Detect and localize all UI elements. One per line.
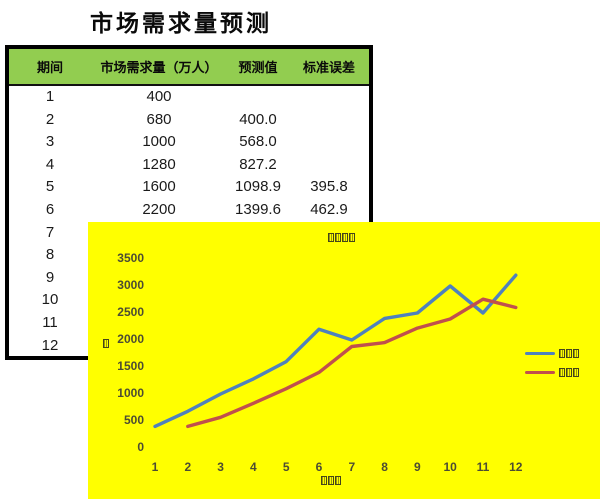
column-header: 预测值 — [238, 60, 278, 75]
x-axis-tick-label: 9 — [414, 460, 421, 474]
y-axis-tick-label: 2000 — [117, 332, 144, 346]
y-axis-tick-label: 1500 — [117, 359, 144, 373]
table-cell[interactable]: 11 — [42, 313, 58, 331]
table-cell[interactable]: 7 — [45, 223, 55, 241]
x-axis-tick-label: 8 — [381, 460, 388, 474]
page-title: 市场需求量预测 — [90, 10, 272, 36]
table-cell[interactable]: 12 — [41, 336, 59, 354]
missing-glyph-box — [566, 349, 572, 358]
table-cell[interactable] — [289, 131, 369, 154]
table-cell[interactable]: 1000 — [142, 133, 176, 151]
forecast-chart[interactable]: 0 500 1000 1500 2000 2500 3000 3500 1 2 3 4 5 6 7 8 9 10 1… — [88, 222, 600, 499]
column-header: 标准误差 — [302, 60, 355, 75]
table-cell[interactable]: 1 — [45, 88, 55, 105]
missing-glyph-box — [573, 349, 579, 358]
missing-glyph-box — [328, 476, 334, 485]
missing-glyph-box — [335, 233, 341, 242]
missing-glyph-box — [321, 476, 327, 485]
table-cell[interactable]: 1600 — [142, 178, 176, 196]
table-cell[interactable]: 1399.6 — [235, 200, 281, 218]
table-cell[interactable]: 462.9 — [310, 200, 348, 218]
table-cell[interactable] — [227, 86, 289, 109]
legend-item[interactable] — [525, 349, 580, 358]
table-row: 8 — [9, 244, 369, 267]
table-row: 10 — [9, 289, 369, 312]
x-axis-tick-label: 11 — [476, 460, 490, 474]
chart-title — [328, 233, 356, 242]
series-line[interactable] — [186, 297, 518, 429]
table-cell[interactable]: 568.0 — [239, 133, 277, 151]
y-axis-title — [103, 339, 110, 348]
table-cell[interactable]: 400 — [146, 88, 172, 105]
table-cell[interactable]: 9 — [45, 268, 55, 286]
table-cell[interactable] — [289, 86, 369, 109]
table-row: 1 400 — [9, 86, 369, 109]
column-header: 期间 — [36, 60, 63, 75]
table-cell[interactable]: 2 — [45, 110, 55, 128]
legend-item[interactable] — [525, 368, 580, 377]
y-axis-tick-label: 0 — [137, 440, 144, 454]
x-axis-title — [321, 476, 342, 485]
table-row: 2 680 400.0 — [9, 109, 369, 132]
missing-glyph-box — [349, 233, 355, 242]
x-axis-tick-label: 2 — [184, 460, 192, 474]
legend-line-sample — [525, 370, 555, 375]
missing-glyph-box — [335, 476, 341, 485]
table-row: 12 — [9, 335, 369, 358]
table-header-row: 期间 市场需求量（万人） 预测值 标准误差 — [9, 49, 369, 86]
missing-glyph-box — [328, 233, 334, 242]
missing-glyph-box — [559, 349, 565, 358]
legend-label — [559, 368, 580, 377]
table-cell[interactable]: 6 — [45, 200, 55, 218]
table-cell[interactable] — [289, 109, 369, 132]
y-axis-tick-label: 500 — [123, 413, 144, 427]
table-cell[interactable]: 1098.9 — [235, 178, 281, 196]
table-cell[interactable] — [289, 154, 369, 177]
table-row: 7 — [9, 222, 369, 245]
series-line[interactable] — [153, 273, 518, 429]
legend-label — [559, 349, 580, 358]
missing-glyph-box — [573, 368, 579, 377]
legend-line-sample — [525, 351, 555, 356]
table-cell[interactable]: 4 — [45, 155, 55, 173]
table-row: 9 — [9, 267, 369, 290]
plot-area — [153, 273, 518, 429]
table-body: 1 400 2 680 400.0 3 1000 568.0 4 1280 827.2 5 1600 10… — [9, 86, 369, 357]
x-axis-tick-label: 3 — [217, 460, 224, 474]
y-axis-tick-label: 3000 — [117, 278, 144, 292]
table-cell[interactable]: 1280 — [142, 155, 176, 173]
x-axis-tick-label: 7 — [348, 460, 356, 474]
table-cell[interactable]: 3 — [45, 133, 55, 151]
y-axis-tick-label: 2500 — [117, 305, 144, 319]
table-cell[interactable]: 8 — [45, 246, 55, 264]
table-row: 6 2200 1399.6 462.9 — [9, 199, 369, 222]
x-axis-tick-label: 12 — [509, 460, 523, 474]
table-cell[interactable]: 680 — [146, 110, 172, 128]
y-axis-tick-label: 1000 — [117, 386, 144, 400]
table-cell[interactable]: 5 — [45, 178, 55, 196]
x-axis-tick-label: 5 — [282, 460, 290, 474]
y-axis-tick-label: 3500 — [117, 251, 144, 265]
table-cell[interactable]: 827.2 — [239, 155, 277, 173]
column-header: 市场需求量（万人） — [100, 60, 218, 75]
missing-glyph-box — [566, 368, 572, 377]
table-row: 11 — [9, 312, 369, 335]
missing-glyph-box — [342, 233, 348, 242]
x-axis-tick-label: 6 — [315, 460, 323, 474]
table-row: 4 1280 827.2 — [9, 154, 369, 177]
x-axis-tick-label: 1 — [151, 460, 159, 474]
table-cell[interactable]: 2200 — [142, 200, 176, 218]
missing-glyph-box — [103, 339, 109, 348]
table-cell[interactable]: 400.0 — [239, 110, 277, 128]
x-axis-tick-label: 10 — [443, 460, 457, 474]
missing-glyph-box — [559, 368, 565, 377]
table-row: 3 1000 568.0 — [9, 131, 369, 154]
x-axis-tick-label: 4 — [250, 460, 257, 474]
table-row: 5 1600 1098.9 395.8 — [9, 176, 369, 199]
chart-legend — [525, 349, 580, 377]
table-cell[interactable]: 395.8 — [310, 178, 348, 196]
table-cell[interactable]: 10 — [41, 291, 59, 309]
